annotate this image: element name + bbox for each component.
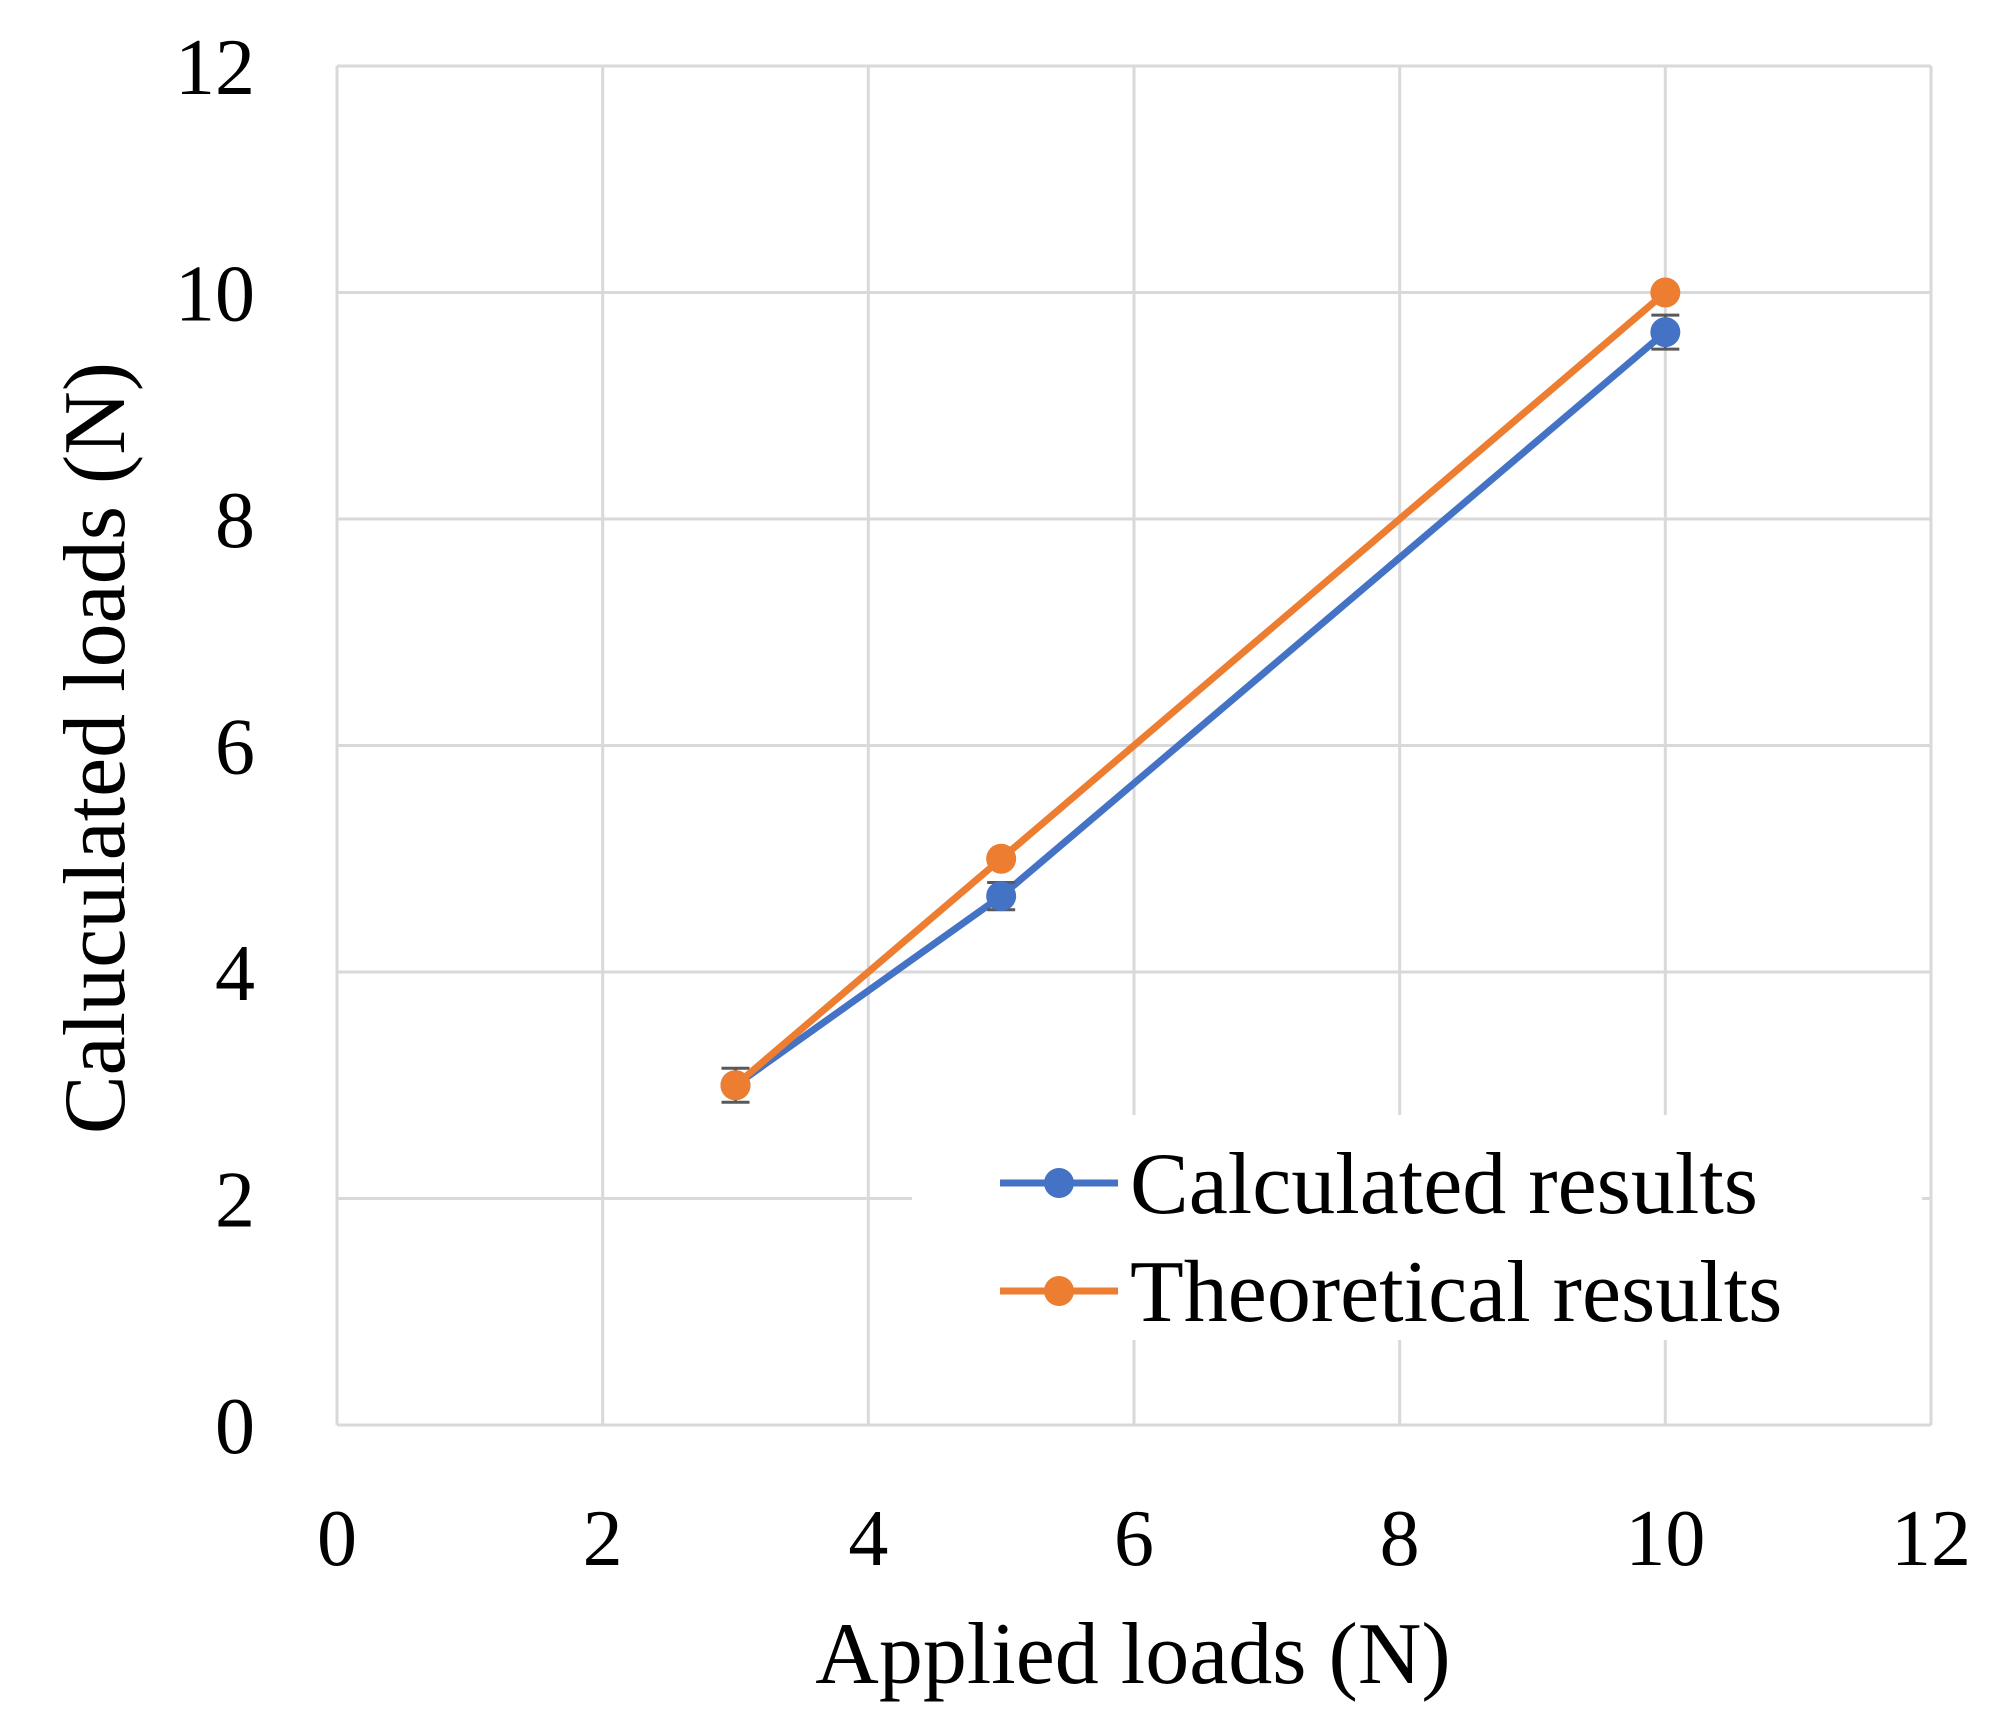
x-tick-label: 12 [1891, 1495, 1971, 1583]
x-axis-ticks: 0 2 4 6 8 10 12 [317, 1495, 1971, 1583]
y-tick-label: 2 [215, 1157, 255, 1245]
x-tick-label: 8 [1380, 1495, 1420, 1583]
legend-label: Calculated results [1130, 1136, 1758, 1233]
x-axis-label: Applied loads (N) [815, 1606, 1450, 1703]
y-tick-label: 8 [215, 477, 255, 565]
y-axis-label: Caluculated loads (N) [47, 362, 144, 1134]
data-point [1650, 277, 1681, 308]
series-line [733, 289, 1668, 1088]
x-tick-label: 4 [848, 1495, 888, 1583]
x-tick-label: 0 [317, 1495, 357, 1583]
legend-background [912, 1115, 1922, 1340]
y-tick-label: 4 [215, 930, 255, 1018]
legend-swatch-marker [1044, 1276, 1074, 1306]
y-tick-label: 0 [215, 1383, 255, 1471]
legend-item: Theoretical results [1000, 1244, 1782, 1341]
data-point [986, 881, 1017, 912]
series-group [720, 277, 1681, 1104]
legend-swatch-marker [1044, 1168, 1074, 1198]
legend: Calculated results Theoretical results [912, 1115, 1922, 1341]
y-tick-label: 12 [175, 24, 255, 112]
x-tick-label: 6 [1114, 1495, 1154, 1583]
data-point [720, 1070, 751, 1101]
series-theoretical [720, 277, 1681, 1101]
y-tick-label: 6 [215, 704, 255, 792]
x-tick-label: 10 [1625, 1495, 1705, 1583]
data-point [986, 843, 1017, 874]
x-tick-label: 2 [583, 1495, 623, 1583]
legend-label: Theoretical results [1130, 1244, 1782, 1341]
series-calculated [720, 313, 1681, 1104]
y-tick-label: 10 [175, 251, 255, 339]
y-axis-ticks: 0 2 4 6 8 10 12 [175, 24, 255, 1471]
legend-item: Calculated results [1000, 1136, 1758, 1233]
data-point [1650, 317, 1681, 348]
